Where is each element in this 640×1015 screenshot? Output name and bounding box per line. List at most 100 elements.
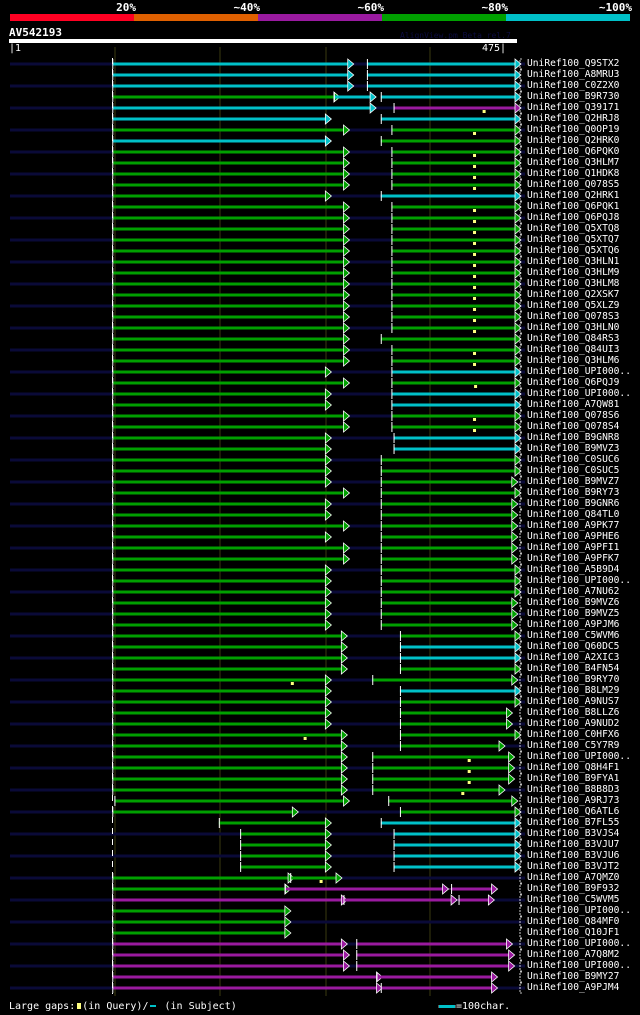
alignment-segment bbox=[388, 799, 512, 803]
hit-label[interactable]: UniRef100_Q84UI3 bbox=[527, 344, 620, 355]
alignment-segment bbox=[112, 887, 285, 891]
hit-label[interactable]: UniRef100_B9MY27 bbox=[527, 971, 620, 982]
alignment-segment bbox=[112, 260, 344, 264]
hit-label[interactable]: UniRef100_B8LM29 bbox=[527, 685, 620, 696]
hit-label[interactable]: UniRef100_Q078S5 bbox=[527, 179, 620, 190]
hit-label[interactable]: UniRef100_A7Q8M2 bbox=[527, 949, 620, 960]
hit-label[interactable]: UniRef100_B4FN54 bbox=[527, 663, 620, 674]
hit-label[interactable]: UniRef100_B9FYA1 bbox=[527, 773, 620, 784]
hit-label[interactable]: UniRef100_B9GNR6 bbox=[527, 498, 620, 509]
hit-label[interactable]: UniRef100_Q10JF1 bbox=[527, 927, 620, 938]
hit-label[interactable]: UniRef100_C5WVM6 bbox=[527, 630, 620, 641]
hit-label[interactable]: UniRef100_C0Z2X0 bbox=[527, 80, 620, 91]
hit-label[interactable]: UniRef100_Q0OP19 bbox=[527, 124, 620, 135]
hit-label[interactable]: UniRef100_A9PJM6 bbox=[527, 619, 620, 630]
hit-label[interactable]: UniRef100_Q6PQK0 bbox=[527, 146, 620, 157]
hit-label[interactable]: UniRef100_A8MRU3 bbox=[527, 69, 620, 80]
segment-end-arrow bbox=[514, 311, 522, 323]
hit-label[interactable]: UniRef100_Q3HLM8 bbox=[527, 278, 620, 289]
query-end-bracket bbox=[519, 377, 522, 389]
hit-label[interactable]: UniRef100_B3VJT2 bbox=[527, 861, 620, 872]
segment-end-arrow bbox=[514, 201, 522, 213]
hit-label[interactable]: UniRef100_UPI000.. bbox=[527, 366, 631, 377]
hit-label[interactable]: UniRef100_A9PFI1 bbox=[527, 542, 620, 553]
query-gap-marker bbox=[473, 308, 477, 311]
hit-label[interactable]: UniRef100_UPI000.. bbox=[527, 575, 631, 586]
segment-end-arrow bbox=[491, 883, 499, 895]
hit-label[interactable]: UniRef100_B9RY70 bbox=[527, 674, 620, 685]
hit-label[interactable]: UniRef100_C0HFX6 bbox=[527, 729, 620, 740]
hit-label[interactable]: UniRef100_B9RY73 bbox=[527, 487, 620, 498]
hit-label[interactable]: UniRef100_C5Y7R9 bbox=[527, 740, 620, 751]
hit-label[interactable]: UniRef100_B9MVZ6 bbox=[527, 597, 620, 608]
hit-label[interactable]: UniRef100_Q3HLN1 bbox=[527, 256, 620, 267]
hit-label[interactable]: UniRef100_Q3HLM9 bbox=[527, 267, 620, 278]
hit-label[interactable]: UniRef100_Q3HLM7 bbox=[527, 157, 620, 168]
hit-label[interactable]: UniRef100_B9MVZ3 bbox=[527, 443, 620, 454]
hit-label[interactable]: UniRef100_B9GNR8 bbox=[527, 432, 620, 443]
hit-label[interactable]: UniRef100_A7QMZ0 bbox=[527, 872, 620, 883]
hit-label[interactable]: UniRef100_Q6ATL6 bbox=[527, 806, 620, 817]
hit-label[interactable]: UniRef100_Q84RS3 bbox=[527, 333, 620, 344]
hit-label[interactable]: UniRef100_UPI000.. bbox=[527, 960, 631, 971]
hit-label[interactable]: UniRef100_B9MVZ5 bbox=[527, 608, 620, 619]
hit-label[interactable]: UniRef100_UPI000.. bbox=[527, 751, 631, 762]
hit-label[interactable]: UniRef100_B9R730 bbox=[527, 91, 620, 102]
hit-label[interactable]: UniRef100_B8LLZ6 bbox=[527, 707, 620, 718]
hit-label[interactable]: UniRef100_Q6PQK1 bbox=[527, 201, 620, 212]
hit-label[interactable]: UniRef100_A5B9D4 bbox=[527, 564, 620, 575]
hit-label[interactable]: UniRef100_Q3HLM6 bbox=[527, 355, 620, 366]
hit-label[interactable]: UniRef100_C5WVM5 bbox=[527, 894, 620, 905]
hit-label[interactable]: UniRef100_UPI000.. bbox=[527, 905, 631, 916]
segment-end-arrow bbox=[347, 69, 355, 81]
hit-label[interactable]: UniRef100_Q5XTQ6 bbox=[527, 245, 620, 256]
hit-label[interactable]: UniRef100_A9PFK7 bbox=[527, 553, 620, 564]
hit-label[interactable]: UniRef100_B7FL55 bbox=[527, 817, 620, 828]
hit-label[interactable]: UniRef100_B3VJU6 bbox=[527, 850, 620, 861]
alignment-segment bbox=[391, 304, 515, 308]
hit-label[interactable]: UniRef100_Q1HDK8 bbox=[527, 168, 620, 179]
hit-label[interactable]: UniRef100_Q9STX2 bbox=[527, 58, 620, 69]
hit-label[interactable]: UniRef100_Q5XLZ9 bbox=[527, 300, 620, 311]
hit-label[interactable]: UniRef100_C0SUC6 bbox=[527, 454, 620, 465]
hit-label[interactable]: UniRef100_B3VJS4 bbox=[527, 828, 620, 839]
hit-label[interactable]: UniRef100_A9NUS7 bbox=[527, 696, 620, 707]
hit-label[interactable]: UniRef100_Q84MF0 bbox=[527, 916, 620, 927]
hit-label[interactable]: UniRef100_Q39171 bbox=[527, 102, 620, 113]
hit-label[interactable]: UniRef100_B9F932 bbox=[527, 883, 620, 894]
hit-label[interactable]: UniRef100_A9PK77 bbox=[527, 520, 620, 531]
hit-label[interactable]: UniRef100_A9PHE6 bbox=[527, 531, 620, 542]
hit-label[interactable]: UniRef100_Q5XTQ7 bbox=[527, 234, 620, 245]
hit-label[interactable]: UniRef100_A9RJ73 bbox=[527, 795, 620, 806]
segment-end-arrow bbox=[506, 938, 514, 950]
hit-label[interactable]: UniRef100_UPI000.. bbox=[527, 938, 631, 949]
hit-label[interactable]: UniRef100_Q5XTQ8 bbox=[527, 223, 620, 234]
hit-label[interactable]: UniRef100_Q8H4F1 bbox=[527, 762, 620, 773]
hit-label[interactable]: UniRef100_Q6PQJ9 bbox=[527, 377, 620, 388]
hit-label[interactable]: UniRef100_A7NU62 bbox=[527, 586, 620, 597]
hit-label[interactable]: UniRef100_C0SUC5 bbox=[527, 465, 620, 476]
hit-label[interactable]: UniRef100_Q2HRK0 bbox=[527, 135, 620, 146]
hit-label[interactable]: UniRef100_B3VJU7 bbox=[527, 839, 620, 850]
hit-label[interactable]: UniRef100_B8B8D3 bbox=[527, 784, 620, 795]
segment-end-arrow bbox=[343, 410, 351, 422]
hit-label[interactable]: UniRef100_UPI000.. bbox=[527, 388, 631, 399]
hit-label[interactable]: UniRef100_Q84TL0 bbox=[527, 509, 620, 520]
hit-label[interactable]: UniRef100_A9PJM4 bbox=[527, 982, 620, 993]
hit-label[interactable]: UniRef100_Q078S4 bbox=[527, 421, 620, 432]
hit-label[interactable]: UniRef100_Q2HRK1 bbox=[527, 190, 620, 201]
hit-label[interactable]: UniRef100_Q6PQJ8 bbox=[527, 212, 620, 223]
segment-end-arrow bbox=[324, 476, 332, 488]
segment-end-arrow bbox=[514, 729, 522, 741]
hit-label[interactable]: UniRef100_A9NUD2 bbox=[527, 718, 620, 729]
hit-label[interactable]: UniRef100_A7QW81 bbox=[527, 399, 620, 410]
hit-label[interactable]: UniRef100_Q2XSK7 bbox=[527, 289, 620, 300]
hit-label[interactable]: UniRef100_Q3HLN0 bbox=[527, 322, 620, 333]
query-end-bracket bbox=[519, 91, 522, 103]
hit-label[interactable]: UniRef100_A2XIC3 bbox=[527, 652, 620, 663]
hit-label[interactable]: UniRef100_Q078S3 bbox=[527, 311, 620, 322]
hit-label[interactable]: UniRef100_Q60DC5 bbox=[527, 641, 620, 652]
hit-label[interactable]: UniRef100_Q078S6 bbox=[527, 410, 620, 421]
hit-label[interactable]: UniRef100_B9MVZ7 bbox=[527, 476, 620, 487]
hit-label[interactable]: UniRef100_Q2HRJ8 bbox=[527, 113, 620, 124]
